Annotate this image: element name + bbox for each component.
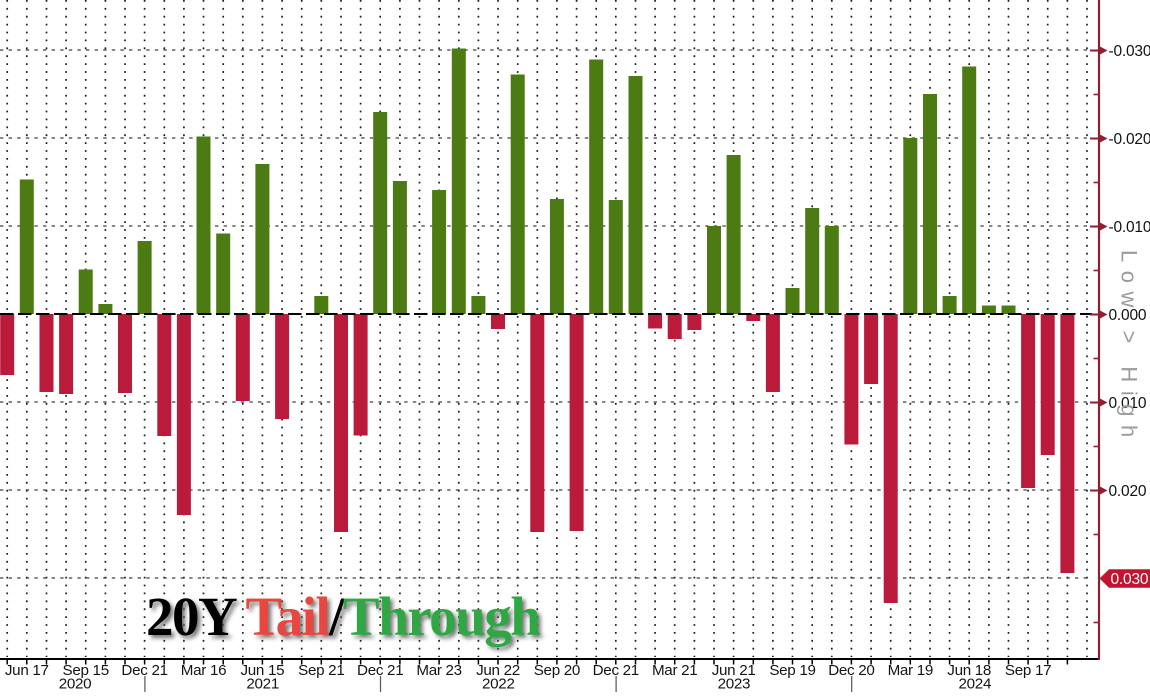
svg-text:Mar 23: Mar 23 — [416, 662, 461, 679]
svg-text:0.020: 0.020 — [1109, 483, 1147, 500]
svg-text:-0.010: -0.010 — [1109, 219, 1150, 236]
svg-text:Mar 16: Mar 16 — [181, 662, 226, 679]
svg-text:2023: 2023 — [718, 676, 751, 693]
svg-text:2022: 2022 — [482, 676, 515, 693]
svg-text:Mar 21: Mar 21 — [652, 662, 697, 679]
svg-text:2021: 2021 — [246, 676, 279, 693]
svg-text:Sep 21: Sep 21 — [298, 662, 344, 679]
svg-text:2020: 2020 — [59, 676, 92, 693]
svg-text:Sep 19: Sep 19 — [769, 662, 815, 679]
svg-text:Sep 20: Sep 20 — [534, 662, 580, 679]
svg-text:Mar 19: Mar 19 — [888, 662, 933, 679]
svg-text:-0.020: -0.020 — [1109, 131, 1150, 148]
svg-text:2024: 2024 — [959, 676, 992, 693]
svg-text:Low > High: Low > High — [1117, 250, 1142, 446]
svg-text:0.030: 0.030 — [1111, 571, 1149, 588]
svg-text:Sep 17: Sep 17 — [1005, 662, 1051, 679]
svg-text:Jun 17: Jun 17 — [5, 662, 49, 679]
svg-text:-0.030: -0.030 — [1109, 43, 1150, 60]
